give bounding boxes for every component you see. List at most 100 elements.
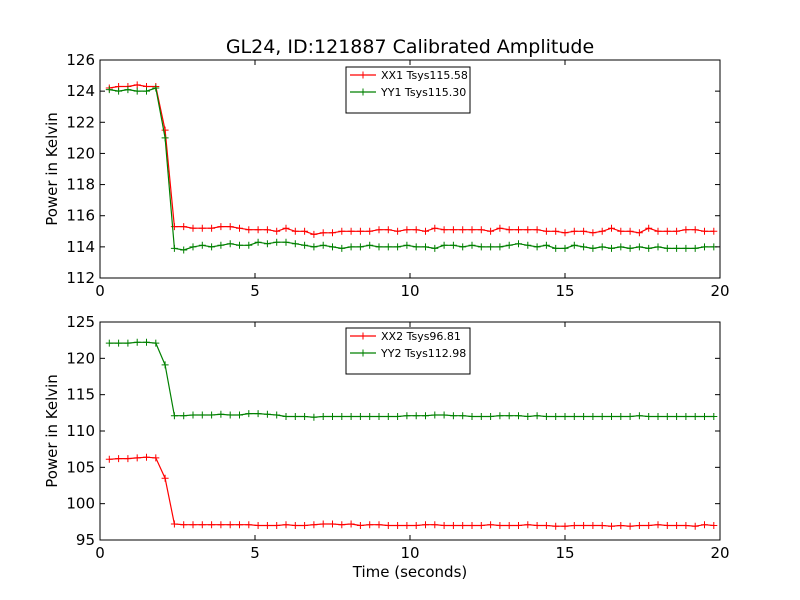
top-series-1-point [273,227,281,235]
bottom-series-1-point [654,521,662,529]
bottom-series-1-point [635,522,643,529]
bottom-series-1-point [422,521,429,529]
bottom-series-2-point [198,411,206,419]
bottom-series-2-point [254,410,262,418]
bottom-series-2-point [710,413,718,420]
bottom-series-2-point [654,413,662,420]
top-series-1-point [496,224,504,232]
top-series-1-point [366,227,374,235]
top-series-2-point [394,243,402,251]
top-series-1-point [524,226,532,234]
bottom-series-2-point [301,413,309,420]
bottom-series-2-point [542,413,550,420]
top-series-1-point [701,227,708,235]
top-series-2-point [133,87,141,95]
top-series-1-point [133,81,141,89]
bottom-series-1-point [143,453,150,461]
bottom-y-tick-label: 105 [66,458,95,476]
bottom-series-2-point [124,339,132,347]
bottom-series-1-point [329,520,336,528]
top-series-2-point [589,244,597,252]
top-legend-label: YY1 Tsys115.30 [380,86,466,99]
top-series-1-point [356,227,364,235]
top-series-2-point [635,243,643,251]
bottom-series-2-point [645,413,653,420]
bottom-series-1-point [542,522,550,529]
top-series-2-point [542,241,550,249]
bottom-series-2-point [533,412,541,420]
top-series-2-point [282,238,290,246]
top-series-1-point [394,227,402,235]
top-series-1-point [468,226,476,234]
bottom-series-2-point [487,413,495,420]
bottom-series-2-point [310,413,318,421]
top-series-2-point [263,240,271,248]
bottom-series-1-point [449,522,457,529]
top-series-2-point [533,243,541,251]
bottom-series-2-point [208,411,216,419]
bottom-series-2-point [431,411,439,419]
bottom-series-2-point [477,413,485,420]
bottom-series-2-point [394,413,402,420]
top-x-tick-label: 15 [555,282,574,300]
bottom-plot-marks [106,339,718,530]
bottom-series-1-point [552,522,560,530]
top-series-1-point [431,224,439,232]
bottom-series-1-point [645,522,653,529]
bottom-series-1-point [245,521,253,529]
bottom-legend-marker [359,349,367,357]
top-y-axis-label: Power in Kelvin [43,112,61,226]
bottom-series-1-point [282,521,290,529]
top-series-1-point [282,224,290,232]
top-series-2-point [663,244,671,252]
top-series-2-point [431,244,439,252]
bottom-series-2-point [515,412,522,420]
top-series-2-point [245,241,253,249]
bottom-series-1-point [598,522,606,529]
bottom-series-1-point [394,522,402,529]
top-series-1-point [310,230,318,238]
top-series-1-point [589,229,597,237]
top-series-2-point [198,241,206,249]
top-series-2-point [152,84,160,92]
top-series-1-point [673,227,681,235]
top-series-1-point [329,229,336,237]
bottom-series-1-point [468,522,476,529]
bottom-series-2-point [496,412,504,420]
top-chart-panel: GL24, ID:121887 Calibrated Amplitude Pow… [43,36,730,300]
top-series-2-point [329,243,336,251]
bottom-series-1-point [487,521,495,529]
top-axis-ticks: 0 5 10 15 20 112 114 116 118 120 122 124 126 [66,51,729,300]
top-x-tick-label: 5 [250,282,260,300]
bottom-series-1-point [319,520,327,528]
top-series-2-point [217,241,225,249]
bottom-series-2-point [115,339,123,347]
top-series-1-point [570,227,578,235]
top-series-1-point [635,229,643,237]
top-series-2-point [254,238,262,246]
bottom-series-2-point [375,413,383,420]
bottom-series-2-point [236,411,243,419]
top-series-1-point [542,227,550,235]
bottom-series-1-point [691,522,699,530]
top-y-tick-label: 126 [66,51,95,69]
bottom-series-1-point [217,521,225,529]
top-series-1-point [180,223,188,231]
top-legend: XX1 Tsys115.58 YY1 Tsys115.30 [345,66,471,114]
bottom-series-2-point [459,412,467,420]
bottom-series-1-point [515,522,522,529]
top-series-2-point [226,240,234,248]
top-y-tick-label: 114 [66,238,95,256]
top-series-2-point [412,243,420,251]
bottom-x-tick-label: 20 [710,544,729,562]
bottom-series-2-point [589,413,597,420]
bottom-series-2-point [161,361,169,369]
top-series-1-point [691,226,699,234]
bottom-series-1-point [384,522,392,529]
top-series-2-point [422,243,429,251]
top-series-2-point [524,241,532,249]
bottom-series-1-point [189,521,197,529]
top-series-1-point [161,126,169,134]
bottom-series-1-point [105,455,113,463]
bottom-series-2-point [701,413,708,420]
